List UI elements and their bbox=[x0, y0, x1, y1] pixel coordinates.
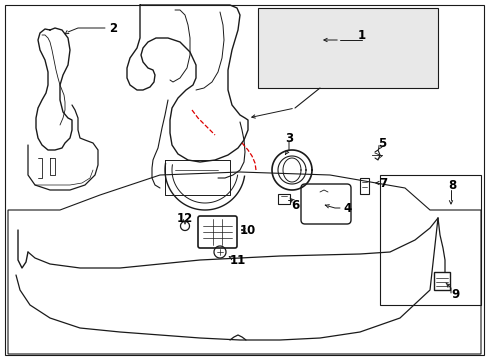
Text: 7: 7 bbox=[378, 176, 386, 189]
Text: 4: 4 bbox=[343, 202, 351, 215]
Text: 8: 8 bbox=[447, 179, 455, 192]
FancyBboxPatch shape bbox=[301, 184, 350, 224]
Bar bbox=[278, 194, 289, 204]
Text: 2: 2 bbox=[109, 22, 117, 35]
Text: 6: 6 bbox=[290, 198, 299, 212]
Bar bbox=[258, 8, 437, 88]
Bar bbox=[433, 272, 449, 290]
Bar bbox=[359, 178, 368, 194]
Text: 10: 10 bbox=[240, 224, 256, 237]
Text: 1: 1 bbox=[357, 28, 366, 41]
Bar bbox=[379, 175, 480, 305]
Text: 5: 5 bbox=[377, 136, 386, 149]
Text: 3: 3 bbox=[285, 131, 292, 144]
Text: 12: 12 bbox=[177, 212, 193, 225]
Text: 11: 11 bbox=[229, 253, 245, 266]
Text: 9: 9 bbox=[451, 288, 459, 302]
